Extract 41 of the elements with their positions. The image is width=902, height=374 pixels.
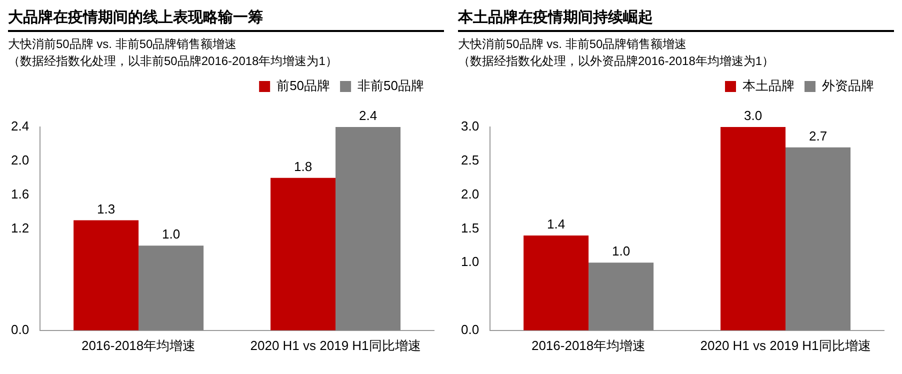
y-tick-label: 2.4 <box>10 118 30 134</box>
legend-label: 前50品牌 <box>276 78 330 94</box>
y-tick-label: 2.0 <box>460 186 480 202</box>
y-tick-label: 2.0 <box>10 152 30 168</box>
y-tick-label: 1.6 <box>10 186 30 202</box>
chart-title: 本土品牌在疫情期间持续崛起 <box>458 8 894 32</box>
bar <box>336 127 401 330</box>
bar <box>270 178 336 330</box>
bar <box>138 246 204 330</box>
y-tick-label: 0.0 <box>460 322 480 337</box>
x-tick-label: 2020 H1 vs 2019 H1同比增速 <box>250 338 421 353</box>
x-tick-label: 2016-2018年均增速 <box>81 338 196 353</box>
data-label: 1.0 <box>612 244 630 259</box>
bar <box>524 235 589 330</box>
data-label: 1.8 <box>294 158 312 174</box>
data-label: 1.4 <box>547 216 566 232</box>
data-label: 1.0 <box>162 226 180 242</box>
bar <box>588 262 654 330</box>
y-tick-label: 3.0 <box>460 118 480 134</box>
y-tick-label: 1.0 <box>460 254 480 270</box>
data-label: 2.7 <box>808 128 828 144</box>
text: （数据经指数化处理，以外资品牌2016-2018年均增速为1） <box>458 53 776 70</box>
chart-subtitle: 大快消前50品牌 vs. 非前50品牌销售额增速 <box>458 36 688 53</box>
y-tick-label: 1.2 <box>10 220 30 236</box>
legend-label: 外资品牌 <box>822 78 874 94</box>
legend-label: 非前50品牌 <box>358 78 424 94</box>
chart-title: 大品牌在疫情期间的线上表现略输一筹 <box>8 8 444 32</box>
bar <box>720 127 786 330</box>
data-label: 2.4 <box>358 108 378 124</box>
bar <box>786 147 851 330</box>
chart-subtitle: 大快消前50品牌 vs. 非前50品牌销售额增速 <box>8 36 238 53</box>
y-tick-label: 2.5 <box>460 152 480 168</box>
x-tick-label: 2016-2018年均增速 <box>531 338 646 353</box>
data-label: 1.3 <box>97 201 116 216</box>
legend-label: 本土品牌 <box>742 78 794 94</box>
text: （数据经指数化处理，以非前50品牌2016-2018年均增速为1） <box>8 53 338 70</box>
y-tick-label: 1.5 <box>460 220 480 236</box>
y-tick-label: 0.0 <box>10 322 30 337</box>
data-label: 3.0 <box>744 108 762 124</box>
bar <box>74 220 139 330</box>
x-tick-label: 2020 H1 vs 2019 H1同比增速 <box>700 338 871 353</box>
